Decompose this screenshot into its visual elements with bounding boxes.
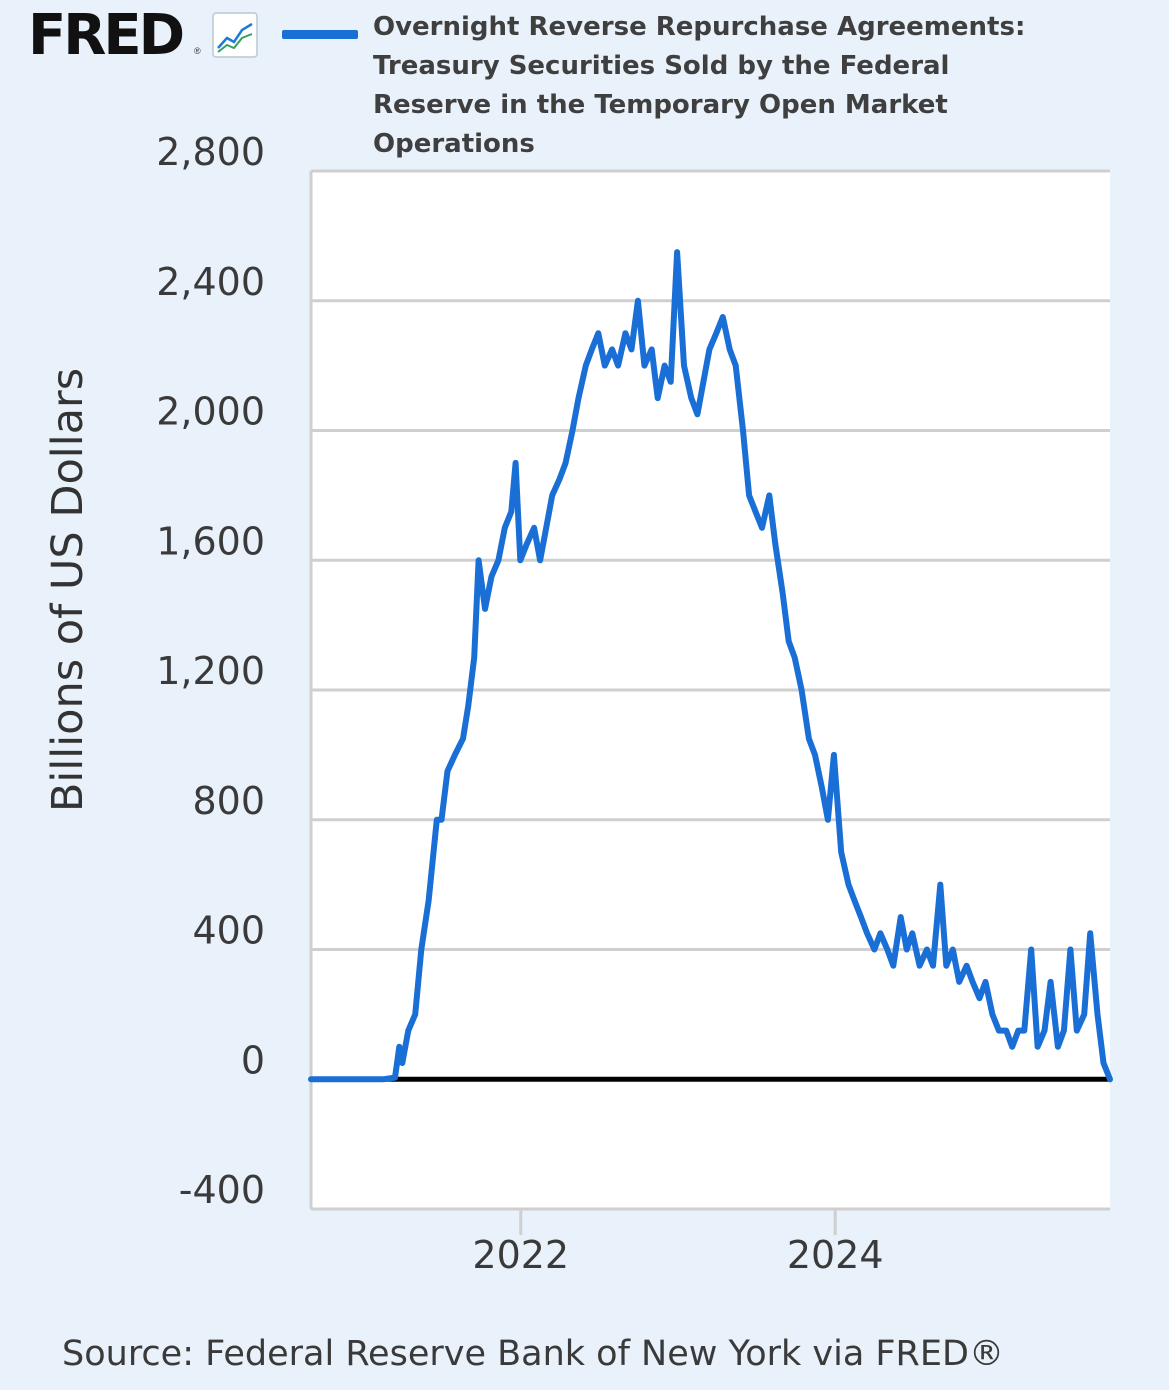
y-tick-label: 1,600 — [156, 519, 265, 563]
y-axis-label: Billions of US Dollars — [43, 368, 93, 812]
y-tick-label: 400 — [192, 909, 265, 953]
y-tick-label: 800 — [192, 779, 265, 823]
source-note: Source: Federal Reserve Bank of New York… — [62, 1334, 1004, 1374]
y-tick-label: -400 — [179, 1168, 265, 1212]
chart-header: FRED ® Overnight Reverse Repurchase Agre… — [0, 0, 1169, 160]
chart: 2,800 2,400 2,000 1,600 1,200 800 400 0 -400 2022… — [43, 130, 1113, 1277]
y-tick-label: 0 — [241, 1038, 265, 1082]
x-tick-label: 2022 — [472, 1233, 569, 1277]
y-tick-label: 2,800 — [156, 130, 265, 174]
series-title: Overnight Reverse Repurchase Agreements:… — [373, 12, 1026, 159]
x-tick-label: 2024 — [787, 1233, 884, 1277]
line-chart-icon — [212, 12, 258, 58]
y-tick-label: 1,200 — [156, 649, 265, 693]
series-line[interactable] — [308, 249, 1113, 1083]
registered-mark: ® — [194, 46, 201, 56]
y-tick-label: 2,400 — [156, 260, 265, 304]
legend-swatch — [282, 30, 358, 39]
fred-logo[interactable]: FRED — [28, 3, 185, 68]
y-tick-label: 2,000 — [156, 390, 265, 434]
